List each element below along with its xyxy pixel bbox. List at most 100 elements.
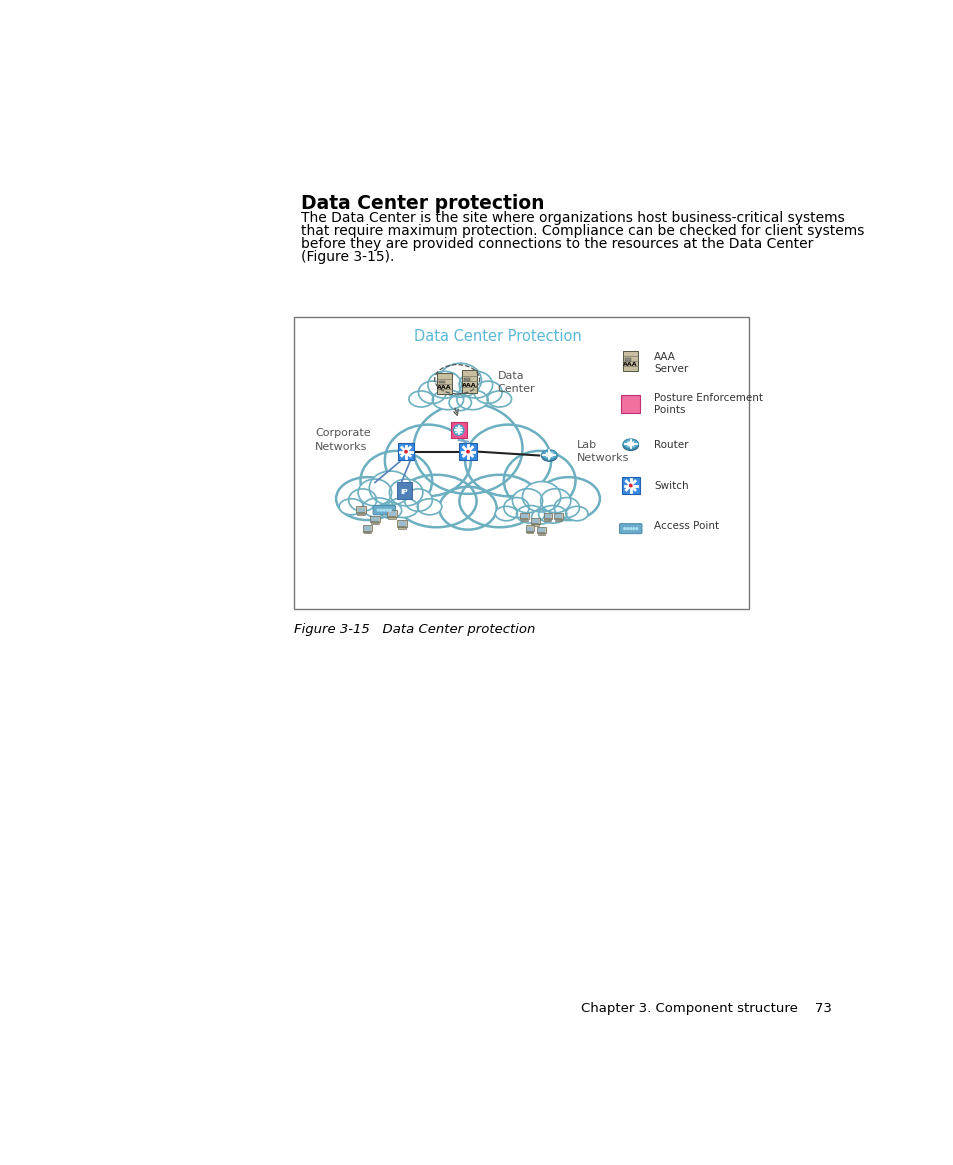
FancyBboxPatch shape xyxy=(624,358,630,360)
FancyBboxPatch shape xyxy=(555,520,561,521)
Circle shape xyxy=(389,509,391,511)
Ellipse shape xyxy=(409,391,433,407)
Ellipse shape xyxy=(357,479,391,506)
FancyBboxPatch shape xyxy=(532,524,538,525)
Ellipse shape xyxy=(622,439,638,449)
Ellipse shape xyxy=(459,475,539,528)
FancyBboxPatch shape xyxy=(363,527,371,530)
FancyBboxPatch shape xyxy=(388,517,395,518)
Ellipse shape xyxy=(413,403,522,494)
Ellipse shape xyxy=(537,478,599,520)
Circle shape xyxy=(466,451,469,453)
Ellipse shape xyxy=(458,372,492,398)
Ellipse shape xyxy=(456,390,488,410)
Text: Router: Router xyxy=(654,439,688,450)
Circle shape xyxy=(404,451,407,453)
Ellipse shape xyxy=(379,502,401,518)
Ellipse shape xyxy=(360,451,432,510)
Ellipse shape xyxy=(418,381,446,403)
FancyBboxPatch shape xyxy=(544,520,551,521)
FancyBboxPatch shape xyxy=(520,520,527,521)
FancyBboxPatch shape xyxy=(464,377,469,381)
Text: Lab
Networks: Lab Networks xyxy=(576,440,628,464)
Ellipse shape xyxy=(348,489,376,511)
FancyBboxPatch shape xyxy=(357,514,364,515)
Circle shape xyxy=(383,509,385,511)
Ellipse shape xyxy=(540,489,570,513)
Circle shape xyxy=(636,528,637,530)
Ellipse shape xyxy=(503,451,575,510)
FancyBboxPatch shape xyxy=(397,521,406,527)
FancyBboxPatch shape xyxy=(555,514,561,518)
FancyBboxPatch shape xyxy=(519,513,528,518)
FancyBboxPatch shape xyxy=(537,534,544,535)
Circle shape xyxy=(629,528,631,530)
Ellipse shape xyxy=(369,471,412,504)
Ellipse shape xyxy=(416,499,441,515)
Ellipse shape xyxy=(541,451,557,461)
Text: IP: IP xyxy=(400,488,408,495)
Circle shape xyxy=(626,528,628,530)
Circle shape xyxy=(629,485,631,487)
FancyBboxPatch shape xyxy=(370,516,379,522)
Circle shape xyxy=(623,528,625,530)
FancyBboxPatch shape xyxy=(294,317,748,609)
FancyBboxPatch shape xyxy=(531,517,539,523)
Text: Data
Center: Data Center xyxy=(497,370,535,394)
FancyBboxPatch shape xyxy=(363,532,371,534)
Text: AAA: AAA xyxy=(462,382,476,388)
Ellipse shape xyxy=(465,424,551,496)
FancyBboxPatch shape xyxy=(356,507,365,513)
FancyBboxPatch shape xyxy=(357,508,364,513)
Ellipse shape xyxy=(384,424,471,496)
Ellipse shape xyxy=(438,363,481,397)
FancyBboxPatch shape xyxy=(436,374,452,394)
Ellipse shape xyxy=(339,499,363,515)
Ellipse shape xyxy=(335,478,398,520)
FancyBboxPatch shape xyxy=(537,527,545,532)
Circle shape xyxy=(386,509,388,511)
Ellipse shape xyxy=(387,497,418,517)
Ellipse shape xyxy=(428,372,461,398)
Text: before they are provided connections to the resources at the Data Center: before they are provided connections to … xyxy=(301,236,813,250)
Ellipse shape xyxy=(439,487,497,530)
Text: Posture Enforcement
Points: Posture Enforcement Points xyxy=(654,393,762,415)
Ellipse shape xyxy=(516,506,544,523)
FancyBboxPatch shape xyxy=(543,513,552,518)
Ellipse shape xyxy=(512,489,542,513)
FancyBboxPatch shape xyxy=(526,527,533,530)
Text: Switch: Switch xyxy=(654,480,688,490)
Ellipse shape xyxy=(449,395,471,410)
Ellipse shape xyxy=(487,391,511,407)
FancyBboxPatch shape xyxy=(439,381,444,383)
Circle shape xyxy=(632,528,634,530)
Ellipse shape xyxy=(554,497,578,517)
FancyBboxPatch shape xyxy=(622,351,638,370)
FancyBboxPatch shape xyxy=(396,482,412,500)
FancyBboxPatch shape xyxy=(458,443,476,460)
Text: AAA: AAA xyxy=(622,361,638,367)
FancyBboxPatch shape xyxy=(387,510,396,516)
Ellipse shape xyxy=(531,509,551,524)
FancyBboxPatch shape xyxy=(398,528,405,529)
Circle shape xyxy=(380,509,382,511)
Ellipse shape xyxy=(432,390,463,410)
Text: Figure 3-15   Data Center protection: Figure 3-15 Data Center protection xyxy=(294,623,535,636)
FancyBboxPatch shape xyxy=(461,370,476,393)
Ellipse shape xyxy=(565,507,587,521)
FancyBboxPatch shape xyxy=(544,514,551,518)
Ellipse shape xyxy=(503,497,529,517)
FancyBboxPatch shape xyxy=(388,511,395,516)
Ellipse shape xyxy=(495,507,517,521)
Circle shape xyxy=(453,425,463,436)
Ellipse shape xyxy=(395,475,476,528)
Text: Chapter 3. Component structure    73: Chapter 3. Component structure 73 xyxy=(580,1002,831,1015)
Circle shape xyxy=(377,509,378,511)
FancyBboxPatch shape xyxy=(618,523,641,534)
FancyBboxPatch shape xyxy=(526,532,533,534)
Ellipse shape xyxy=(622,440,638,451)
Ellipse shape xyxy=(522,481,560,511)
Text: Access Point: Access Point xyxy=(654,522,719,531)
FancyBboxPatch shape xyxy=(621,476,639,494)
Text: The Data Center is the site where organizations host business-critical systems: The Data Center is the site where organi… xyxy=(301,211,844,225)
